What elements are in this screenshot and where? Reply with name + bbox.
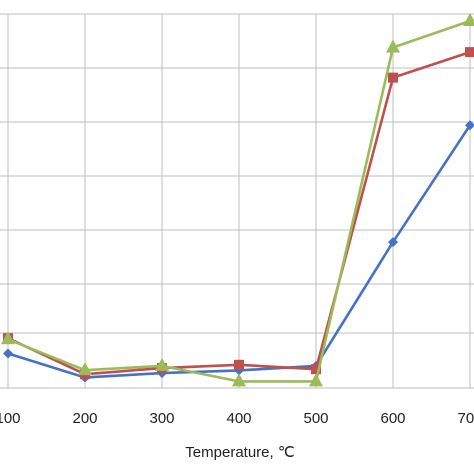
data-point-triangle	[155, 357, 169, 371]
x-tick-labels: 100 200 300 400 500 600 700	[0, 410, 474, 427]
x-tick-label: 500	[303, 410, 328, 427]
data-point-square	[465, 47, 474, 58]
data-point-square	[311, 364, 321, 375]
data-point-triangle	[386, 39, 400, 53]
series-layer	[1, 13, 474, 387]
x-tick-label: 700	[457, 410, 474, 427]
data-point-triangle	[309, 373, 323, 387]
data-point-square	[388, 72, 398, 83]
data-point-triangle	[78, 362, 92, 376]
x-tick-label: 200	[72, 410, 97, 427]
x-axis-title: Temperature, ℃	[185, 444, 294, 461]
data-point-triangle	[463, 13, 474, 26]
x-tick-label: 300	[149, 410, 174, 427]
x-tick-label: 600	[380, 410, 405, 427]
grid-lines	[0, 13, 474, 389]
data-point-diamond	[465, 120, 474, 131]
data-point-diamond	[388, 237, 398, 248]
x-tick-label: 100	[0, 410, 21, 427]
data-point-triangle	[232, 373, 246, 387]
data-point-triangle	[1, 331, 15, 345]
series-triangle	[1, 13, 474, 387]
x-tick-label: 400	[226, 410, 251, 427]
data-point-diamond	[3, 348, 13, 359]
data-point-square	[234, 359, 244, 370]
